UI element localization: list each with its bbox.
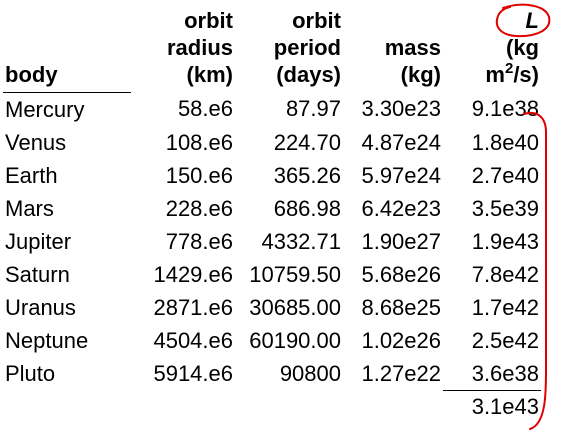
cell-period[interactable]: 90800 (279, 360, 341, 386)
cell-period[interactable]: 4332.71 (261, 228, 341, 254)
cell-mass[interactable]: 4.87e24 (361, 129, 441, 155)
header-L-unit-close: /s) (513, 62, 539, 87)
header-L-unit-line-1: (kg (506, 35, 539, 60)
table-row: Jupiter 778.e6 4332.71 1.90e27 1.9e43 (3, 225, 541, 258)
table-row: Neptune 4504.e6 60190.00 1.02e26 2.5e42 (3, 324, 541, 357)
empty-cell[interactable] (235, 390, 343, 423)
cell-radius[interactable]: 2871.e6 (153, 294, 233, 320)
cell-body[interactable]: Saturn (5, 261, 70, 287)
cell-mass[interactable]: 8.68e25 (361, 294, 441, 320)
header-orbit-radius[interactable]: orbit radius (km) (131, 7, 235, 92)
header-L-unit-line-2: m2/s) (445, 61, 539, 88)
header-period-line-2: period (273, 35, 341, 60)
empty-cell[interactable] (3, 390, 131, 423)
header-period-line-1: orbit (292, 8, 341, 33)
cell-angular-momentum[interactable]: 3.5e39 (471, 195, 539, 221)
cell-total-angular-momentum[interactable]: 3.1e43 (443, 389, 541, 423)
header-mass[interactable]: mass (kg) (343, 7, 443, 92)
planet-table: body orbit radius (km) orbit period (day… (3, 7, 541, 423)
cell-body[interactable]: Mercury (5, 96, 85, 122)
table-row: Mars 228.e6 686.98 6.42e23 3.5e39 (3, 192, 541, 225)
cell-body[interactable]: Venus (5, 129, 67, 155)
cell-mass[interactable]: 6.42e23 (361, 195, 441, 221)
cell-angular-momentum[interactable]: 1.9e43 (471, 228, 539, 254)
cell-mass[interactable]: 1.27e22 (361, 360, 441, 386)
cell-body[interactable]: Pluto (5, 360, 56, 386)
cell-mass[interactable]: 5.68e26 (361, 261, 441, 287)
header-mass-line-2: (kg) (400, 62, 441, 87)
cell-period[interactable]: 224.70 (273, 129, 341, 155)
cell-radius[interactable]: 150.e6 (165, 162, 233, 188)
table-row: Mercury 58.e6 87.97 3.30e23 9.1e38 (3, 92, 541, 126)
cell-body[interactable]: Earth (5, 162, 58, 188)
header-mass-line-1: mass (384, 35, 441, 60)
cell-period[interactable]: 30685.00 (249, 294, 341, 320)
cell-angular-momentum[interactable]: 3.6e38 (471, 360, 539, 386)
header-L-unit-m: m (485, 62, 505, 87)
empty-cell[interactable] (131, 390, 235, 423)
header-L-symbol: L (525, 8, 539, 33)
header-body[interactable]: body (3, 7, 131, 93)
cell-angular-momentum[interactable]: 2.5e42 (471, 327, 539, 353)
header-L-unit-exponent: 2 (504, 60, 514, 77)
cell-angular-momentum[interactable]: 9.1e38 (471, 96, 539, 122)
total-row: 3.1e43 (3, 389, 541, 423)
cell-angular-momentum[interactable]: 7.8e42 (471, 261, 539, 287)
table-row: Saturn 1429.e6 10759.50 5.68e26 7.8e42 (3, 258, 541, 291)
header-body-label: body (5, 61, 58, 87)
header-period-line-3: (days) (276, 62, 341, 87)
cell-period[interactable]: 686.98 (273, 195, 341, 221)
cell-period[interactable]: 365.26 (273, 162, 341, 188)
cell-mass[interactable]: 1.90e27 (361, 228, 441, 254)
cell-period[interactable]: 87.97 (285, 96, 341, 122)
table-row: Uranus 2871.e6 30685.00 8.68e25 1.7e42 (3, 291, 541, 324)
cell-mass[interactable]: 3.30e23 (361, 96, 441, 122)
header-angular-momentum[interactable]: L (kg m2/s) (443, 7, 541, 92)
table-row: Earth 150.e6 365.26 5.97e24 2.7e40 (3, 159, 541, 192)
cell-body[interactable]: Jupiter (5, 228, 72, 254)
cell-period[interactable]: 10759.50 (249, 261, 341, 287)
cell-mass[interactable]: 1.02e26 (361, 327, 441, 353)
header-orbit-period[interactable]: orbit period (days) (235, 7, 343, 92)
cell-angular-momentum[interactable]: 2.7e40 (471, 162, 539, 188)
empty-cell[interactable] (343, 390, 443, 423)
header-row: body orbit radius (km) orbit period (day… (3, 7, 541, 93)
table-row: Pluto 5914.e6 90800 1.27e22 3.6e38 (3, 357, 541, 391)
cell-angular-momentum[interactable]: 1.8e40 (471, 129, 539, 155)
cell-body[interactable]: Mars (5, 195, 54, 221)
cell-radius[interactable]: 1429.e6 (153, 261, 233, 287)
cell-radius[interactable]: 5914.e6 (153, 360, 233, 386)
header-radius-line-1: orbit (184, 8, 233, 33)
cell-mass[interactable]: 5.97e24 (361, 162, 441, 188)
cell-body[interactable]: Uranus (5, 294, 76, 320)
cell-angular-momentum[interactable]: 1.7e42 (471, 294, 539, 320)
cell-radius[interactable]: 58.e6 (177, 96, 233, 122)
table-row: Venus 108.e6 224.70 4.87e24 1.8e40 (3, 126, 541, 159)
cell-period[interactable]: 60190.00 (249, 327, 341, 353)
cell-radius[interactable]: 228.e6 (165, 195, 233, 221)
cell-radius[interactable]: 778.e6 (165, 228, 233, 254)
cell-body[interactable]: Neptune (5, 327, 89, 353)
cell-radius[interactable]: 108.e6 (165, 129, 233, 155)
cell-radius[interactable]: 4504.e6 (153, 327, 233, 353)
header-radius-line-3: (km) (186, 62, 233, 87)
header-radius-line-2: radius (166, 35, 233, 60)
